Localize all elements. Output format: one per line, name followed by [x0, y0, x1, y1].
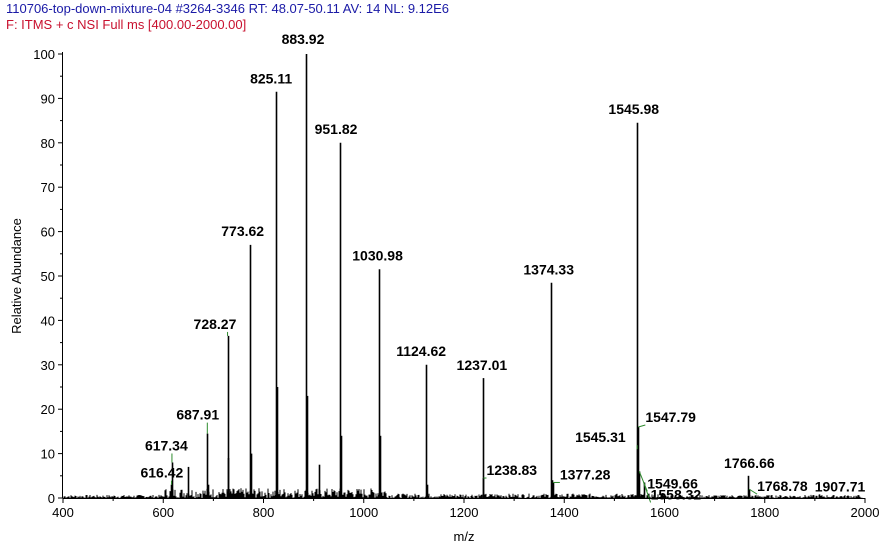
y-tick-label: 20 [41, 402, 55, 417]
peak-label-1545_98: 1545.98 [608, 101, 659, 117]
y-tick-label: 80 [41, 136, 55, 151]
peak-label-1547_79: 1547.79 [645, 409, 696, 425]
y-tick-label: 40 [41, 313, 55, 328]
peak-label-883_92: 883.92 [282, 31, 325, 47]
peak-labels: 616.42 617.34 687.91 728.27 773.62 825.11 883.… [140, 31, 865, 502]
y-tick-label: 10 [41, 447, 55, 462]
baseline-noise [63, 488, 863, 498]
y-axis-title: Relative Abundance [9, 218, 24, 334]
y-tick-label: 90 [41, 91, 55, 106]
peak-label-1907_71: 1907.71 [815, 478, 866, 494]
peak-label-951_82: 951.82 [315, 121, 358, 137]
y-tick-label: 50 [41, 269, 55, 284]
y-tick-label: 60 [41, 225, 55, 240]
y-tick-label: 0 [48, 491, 55, 506]
x-tick-label: 1000 [349, 505, 378, 520]
x-tick-label: 2000 [851, 505, 880, 520]
spectrum-header-info: 110706-top-down-mixture-04 #3264-3346 RT… [6, 1, 450, 16]
y-tick-label: 70 [41, 180, 55, 195]
peak-sticks [170, 54, 821, 498]
peak-label-1549_66: 1549.66 [647, 475, 698, 491]
peak-label-1377_28: 1377.28 [560, 466, 611, 482]
x-axis-title: m/z [454, 529, 475, 544]
peak-label-687_91: 687.91 [176, 407, 219, 423]
peak-label-1124_62: 1124.62 [396, 343, 446, 359]
peak-label-1545_31: 1545.31 [575, 429, 626, 445]
peak-label-728_27: 728.27 [194, 316, 237, 332]
peak-label-1238_83: 1238.83 [486, 462, 537, 478]
x-tick-label: 1600 [650, 505, 679, 520]
y-tick-label: 100 [33, 47, 55, 62]
label-leaders [170, 331, 758, 503]
x-tick-label: 1800 [750, 505, 779, 520]
x-tick-label: 1400 [550, 505, 579, 520]
x-tick-label: 800 [253, 505, 275, 520]
x-tick-label: 400 [52, 505, 74, 520]
peak-label-773_62: 773.62 [221, 223, 264, 239]
peak-label-1558_32: 1558.32 [651, 486, 702, 502]
peak-label-825_11: 825.11 [250, 71, 292, 87]
peak-label-616_42: 616.42 [140, 465, 183, 481]
scan-filter-line: F: ITMS + c NSI Full ms [400.00-2000.00] [6, 17, 247, 32]
y-tick-label: 30 [41, 358, 55, 373]
peak-label-1768_78: 1768.78 [757, 478, 808, 494]
noise-trace [63, 488, 863, 498]
peak-label-1766_66: 1766.66 [724, 455, 775, 471]
peak-label-1374_33: 1374.33 [523, 262, 574, 278]
peak-label-617_34: 617.34 [145, 437, 188, 453]
label-leader [643, 482, 652, 503]
x-tick-label: 1200 [450, 505, 479, 520]
label-leader [638, 424, 646, 428]
label-leader [748, 488, 758, 495]
peak-label-1237_01: 1237.01 [457, 357, 508, 373]
peak-label-1030_98: 1030.98 [352, 247, 403, 263]
axes: 400 600 800 1000 1200 1400 1600 1800 2000 0 10 20 30… [33, 47, 879, 520]
x-tick-label: 600 [152, 505, 174, 520]
